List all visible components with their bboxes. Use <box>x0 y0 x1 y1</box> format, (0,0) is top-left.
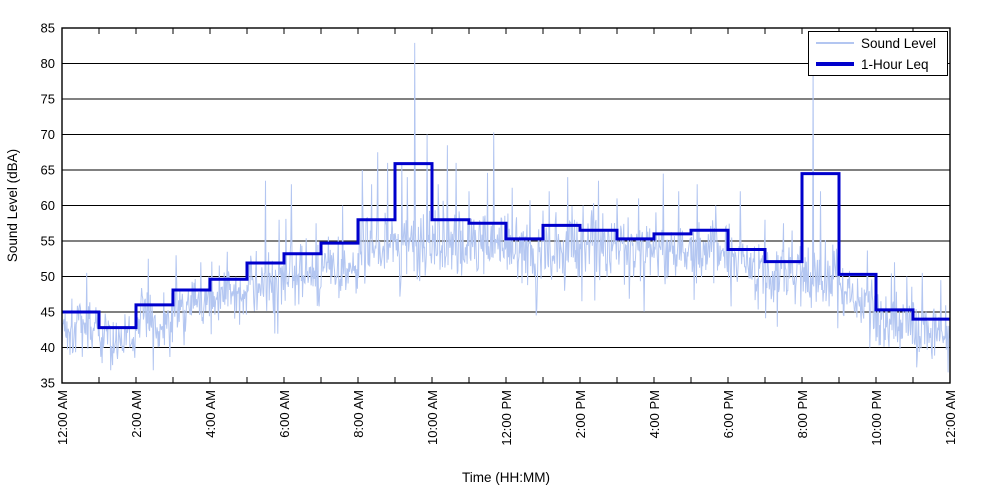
x-tick-label: 8:00 AM <box>351 390 366 438</box>
y-tick-label: 35 <box>41 376 55 391</box>
legend: Sound Level 1-Hour Leq <box>808 31 948 76</box>
y-tick-label: 50 <box>41 269 55 284</box>
leq-step-line <box>62 162 950 330</box>
x-tick-label: 6:00 PM <box>721 390 736 438</box>
y-tick-label: 85 <box>41 21 55 36</box>
x-tick-label: 12:00 AM <box>55 390 70 445</box>
y-tick-label: 65 <box>41 163 55 178</box>
y-tick-label: 40 <box>41 340 55 355</box>
y-tick-label: 60 <box>41 198 55 213</box>
x-tick-label: 8:00 PM <box>795 390 810 438</box>
x-tick-label: 2:00 PM <box>573 390 588 438</box>
legend-label-sound-level: Sound Level <box>861 35 937 51</box>
x-tick-label: 4:00 PM <box>647 390 662 438</box>
sound-level-trace <box>62 42 950 373</box>
y-tick-label: 80 <box>41 56 55 71</box>
sound-level-line-swatch <box>816 42 854 44</box>
x-tick-label: 6:00 AM <box>277 390 292 438</box>
y-axis-title: Sound Level (dBA) <box>5 149 20 262</box>
legend-item-sound-level: Sound Level <box>809 34 947 52</box>
y-tick-label: 55 <box>41 234 55 249</box>
x-tick-label: 4:00 AM <box>203 390 218 438</box>
legend-item-1-hour-leq: 1-Hour Leq <box>809 55 947 73</box>
x-axis-title: Time (HH:MM) <box>462 470 550 485</box>
x-tick-label: 2:00 AM <box>129 390 144 438</box>
y-tick-label: 75 <box>41 92 55 107</box>
x-tick-label: 10:00 AM <box>425 390 440 445</box>
x-tick-label: 10:00 PM <box>869 390 884 446</box>
x-tick-label: 12:00 AM <box>943 390 958 445</box>
y-tick-label: 70 <box>41 127 55 142</box>
leq-line-swatch <box>816 62 854 66</box>
x-tick-label: 12:00 PM <box>499 390 514 446</box>
y-tick-label: 45 <box>41 305 55 320</box>
legend-label-1-hour-leq: 1-Hour Leq <box>861 56 929 72</box>
